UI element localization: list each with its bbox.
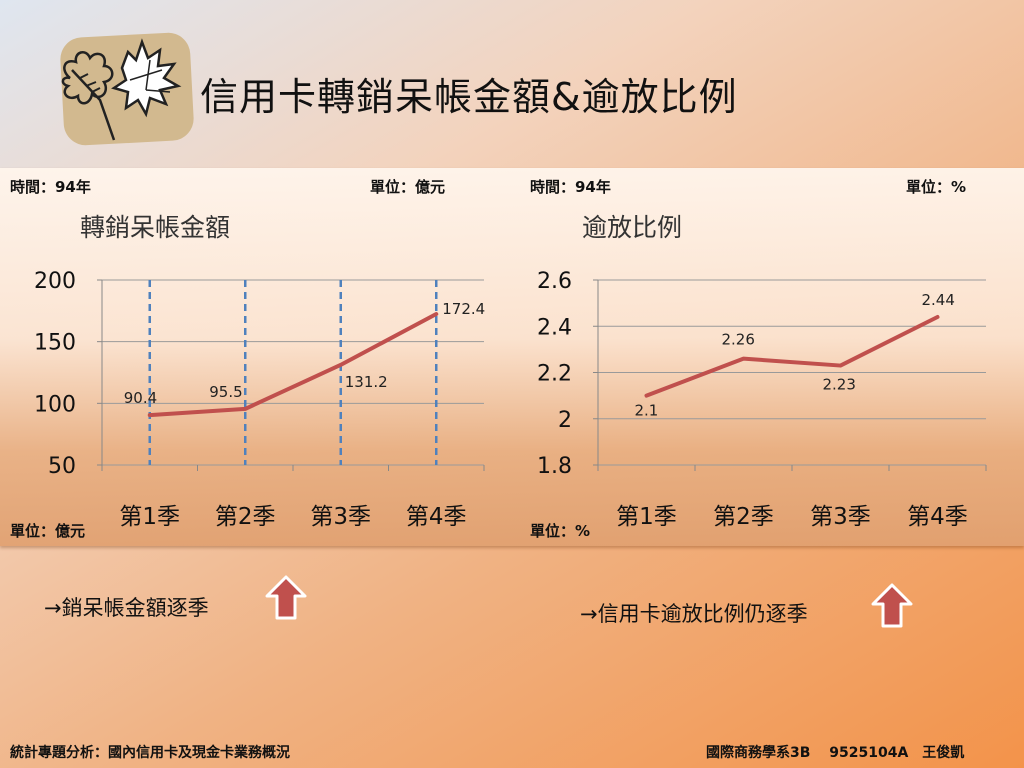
note-left-text: →銷呆帳金額逐季 <box>44 596 209 620</box>
y-tick-label: 150 <box>34 331 76 356</box>
chart-title: 轉銷呆帳金額 <box>80 213 230 242</box>
y-tick-label: 2.4 <box>537 315 572 340</box>
left-unit-bottom-label: 單位：億元 <box>10 522 86 540</box>
x-tick-label: 第3季 <box>310 504 371 530</box>
x-tick-label: 第4季 <box>907 504 968 530</box>
note-right-text: →信用卡逾放比例仍逐季 <box>580 602 808 626</box>
x-tick-label: 第1季 <box>119 504 180 530</box>
left-unit-label: 單位：億元 <box>370 178 446 196</box>
data-label: 2.1 <box>635 402 659 420</box>
y-tick-label: 2.2 <box>537 362 572 387</box>
data-label: 90.4 <box>124 389 157 407</box>
right-time-label: 時間：94年 <box>530 178 611 196</box>
data-label: 2.26 <box>722 331 755 349</box>
data-label: 2.44 <box>922 291 955 309</box>
x-tick-label: 第3季 <box>810 504 871 530</box>
series-line <box>644 315 940 398</box>
right-unit-label: 單位：% <box>906 178 967 196</box>
leaf-logo-icon <box>60 32 194 146</box>
chart-title: 逾放比例 <box>582 213 682 242</box>
up-arrow-icon <box>871 583 913 628</box>
y-tick-label: 200 <box>34 269 76 294</box>
leaf-logo <box>50 30 195 155</box>
y-tick-label: 2 <box>558 408 572 433</box>
x-tick-label: 第2季 <box>713 504 774 530</box>
data-label: 172.4 <box>442 300 485 318</box>
footer-left-text: 統計專題分析：國內信用卡及現金卡業務概況 <box>10 745 290 761</box>
left-time-label: 時間：94年 <box>10 178 91 196</box>
chart-left: 轉銷呆帳金額 200 150 100 50 第1季 第2季 第3季 第4季 90.4 95.5 131… <box>34 213 485 530</box>
y-tick-label: 100 <box>34 392 76 417</box>
chart-right: 逾放比例 2.6 2.4 2.2 2 1.8 第1季 第2季 第3季 第4季 2.1 2.26 2.23… <box>537 213 987 530</box>
up-arrow-icon <box>265 575 307 620</box>
y-tick-label: 50 <box>48 454 76 479</box>
data-label: 131.2 <box>345 373 388 391</box>
x-tick-label: 第1季 <box>616 504 677 530</box>
x-tick-label: 第4季 <box>406 504 467 530</box>
series-line <box>147 312 439 418</box>
data-label: 95.5 <box>209 383 242 401</box>
page-title: 信用卡轉銷呆帳金額&逾放比例 <box>200 75 738 119</box>
data-label: 2.23 <box>823 376 856 394</box>
footer-right-text: 國際商務學系3B 9525104A 王俊凱 <box>706 745 965 761</box>
right-unit-bottom-label: 單位：% <box>530 522 591 540</box>
x-tick-label: 第2季 <box>215 504 276 530</box>
y-tick-label: 2.6 <box>537 269 572 294</box>
y-tick-label: 1.8 <box>537 454 572 479</box>
